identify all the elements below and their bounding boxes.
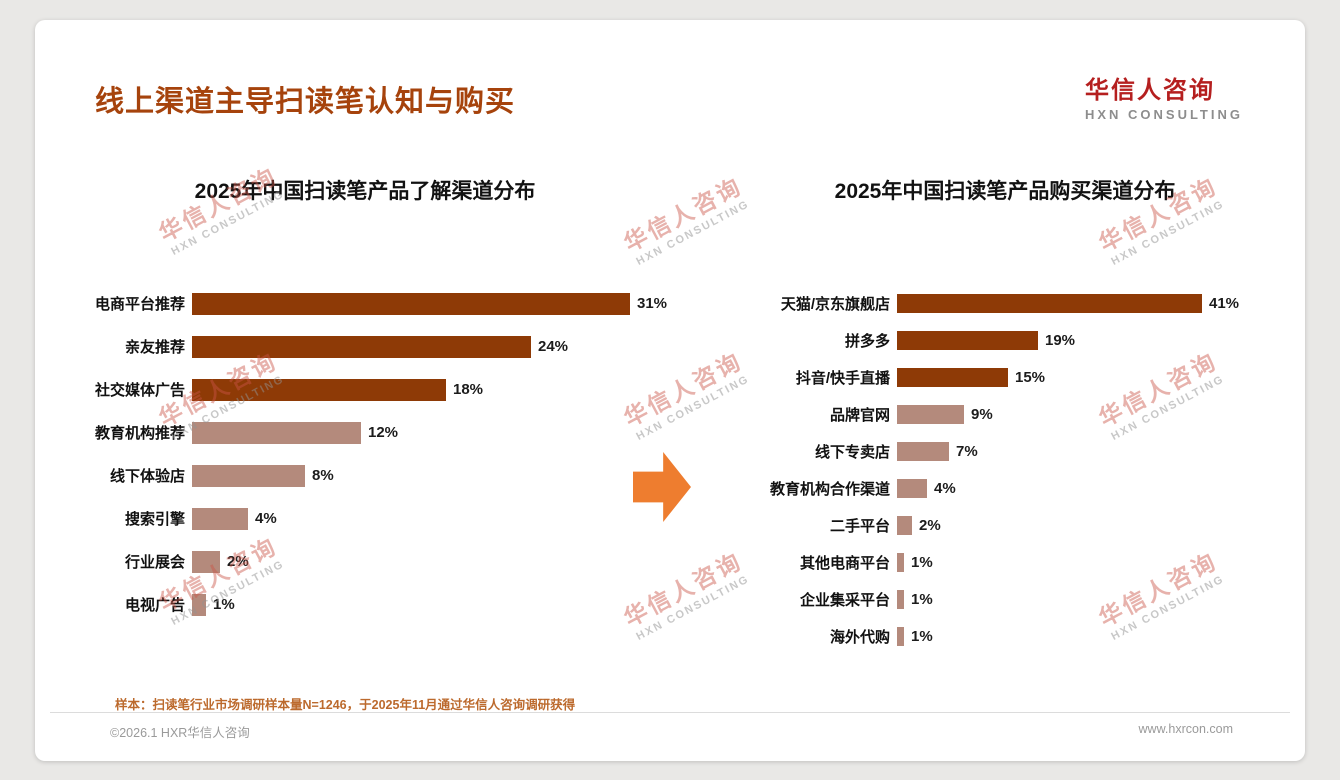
value-label: 41% <box>1209 295 1240 312</box>
category-label: 电视广告 <box>124 597 185 614</box>
awareness-channel-chart: 电商平台推荐 31% 亲友推荐 24% 社交媒体广告 18% 教育机构推荐 12% 线下体验店 8… <box>75 282 715 626</box>
chart-row: 品牌官网 9% <box>770 396 1290 433</box>
chart-row: 社交媒体广告 18% <box>75 368 715 411</box>
bar <box>192 464 305 487</box>
chart-row: 企业集采平台 1% <box>770 581 1290 618</box>
value-label: 8% <box>312 467 334 484</box>
watermark: 华信人咨询 HXN CONSULTING <box>619 172 752 268</box>
value-label: 4% <box>934 480 956 497</box>
chart-row: 拼多多 19% <box>770 322 1290 359</box>
bar <box>897 627 904 646</box>
category-label: 二手平台 <box>829 518 890 535</box>
value-label: 7% <box>956 443 978 460</box>
website-text: www.hxrcon.com <box>1138 722 1233 736</box>
category-label: 线下体验店 <box>109 468 185 485</box>
chart-row: 线下专卖店 7% <box>770 433 1290 470</box>
category-label: 搜索引擎 <box>124 511 185 528</box>
bar <box>192 507 248 530</box>
chart-row: 教育机构合作渠道 4% <box>770 470 1290 507</box>
chart-row: 行业展会 2% <box>75 540 715 583</box>
bar <box>897 442 949 461</box>
value-label: 9% <box>971 406 993 423</box>
value-label: 18% <box>453 381 484 398</box>
chart-row: 电商平台推荐 31% <box>75 282 715 325</box>
chart-row: 海外代购 1% <box>770 618 1290 655</box>
bar <box>192 292 630 315</box>
right-chart-title: 2025年中国扫读笔产品购买渠道分布 <box>834 180 1176 203</box>
category-label: 品牌官网 <box>829 407 890 424</box>
logo-text-en: HXN CONSULTING <box>1084 107 1243 122</box>
chart-row: 线下体验店 8% <box>75 454 715 497</box>
category-label: 教育机构合作渠道 <box>770 481 891 498</box>
purchase-channel-chart: 天猫/京东旗舰店 41% 拼多多 19% 抖音/快手直播 15% 品牌官网 9% 线下专卖店 7%… <box>770 285 1290 655</box>
copyright-text: ©2026.1 HXR华信人咨询 <box>110 726 250 740</box>
bar <box>897 590 904 609</box>
category-label: 拼多多 <box>844 333 890 350</box>
bar <box>192 550 220 573</box>
bar <box>192 335 531 358</box>
value-label: 4% <box>255 510 277 527</box>
category-label: 线下专卖店 <box>814 444 890 461</box>
chart-row: 教育机构推荐 12% <box>75 411 715 454</box>
left-chart-title: 2025年中国扫读笔产品了解渠道分布 <box>194 180 536 203</box>
bar <box>897 553 904 572</box>
category-label: 海外代购 <box>829 629 890 646</box>
chart-row: 抖音/快手直播 15% <box>770 359 1290 396</box>
category-label: 行业展会 <box>124 554 185 571</box>
chart-row: 二手平台 2% <box>770 507 1290 544</box>
value-label: 19% <box>1045 332 1076 349</box>
chart-row: 其他电商平台 1% <box>770 544 1290 581</box>
category-label: 电商平台推荐 <box>94 296 185 313</box>
page-title: 线上渠道主导扫读笔认知与购买 <box>95 86 516 118</box>
bar <box>897 405 964 424</box>
bar <box>192 593 206 616</box>
bar <box>897 516 912 535</box>
bar <box>897 368 1008 387</box>
value-label: 2% <box>227 553 249 570</box>
chart-row: 搜索引擎 4% <box>75 497 715 540</box>
bar <box>192 421 361 444</box>
bar <box>897 479 927 498</box>
value-label: 24% <box>538 338 569 355</box>
category-label: 抖音/快手直播 <box>795 370 890 387</box>
sample-note: 样本：扫读笔行业市场调研样本量N=1246，于2025年11月通过华信人咨询调研… <box>115 698 576 712</box>
company-logo: 华信人咨询 HXN CONSULTING <box>1085 70 1243 122</box>
value-label: 31% <box>637 295 668 312</box>
category-label: 天猫/京东旗舰店 <box>780 296 890 313</box>
category-label: 亲友推荐 <box>124 339 185 356</box>
chart-row: 天猫/京东旗舰店 41% <box>770 285 1290 322</box>
category-label: 教育机构推荐 <box>94 425 185 442</box>
value-label: 2% <box>919 517 941 534</box>
value-label: 1% <box>911 628 933 645</box>
bar <box>192 378 446 401</box>
bar <box>897 294 1202 313</box>
chart-row: 电视广告 1% <box>75 583 715 626</box>
watermark: 华信人咨询 HXN CONSULTING <box>154 162 287 258</box>
value-label: 1% <box>911 591 933 608</box>
value-label: 15% <box>1015 369 1046 386</box>
category-label: 企业集采平台 <box>799 592 890 609</box>
bar <box>897 331 1038 350</box>
value-label: 12% <box>368 424 399 441</box>
chart-row: 亲友推荐 24% <box>75 325 715 368</box>
footer-divider <box>50 712 1290 713</box>
category-label: 其他电商平台 <box>799 555 890 572</box>
logo-text-cn: 华信人咨询 <box>1084 77 1215 104</box>
category-label: 社交媒体广告 <box>94 382 185 399</box>
value-label: 1% <box>213 596 235 613</box>
slide-card: 线上渠道主导扫读笔认知与购买 华信人咨询 HXN CONSULTING 2025… <box>35 20 1305 761</box>
value-label: 1% <box>911 554 933 571</box>
